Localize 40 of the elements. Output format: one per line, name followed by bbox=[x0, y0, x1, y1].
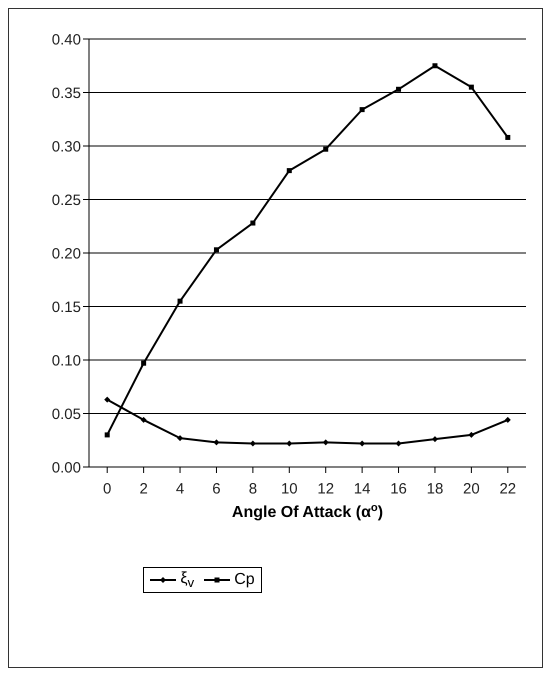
x-tick-label: 6 bbox=[212, 480, 221, 498]
legend-label: Cp bbox=[234, 571, 255, 590]
point bbox=[140, 416, 147, 423]
y-tick-label: 0.00 bbox=[52, 459, 81, 476]
point bbox=[104, 396, 110, 403]
y-tick-label: 0.35 bbox=[52, 84, 81, 102]
point bbox=[214, 247, 219, 252]
y-tick-label: 0.05 bbox=[52, 406, 81, 423]
y-tick-label: 0.10 bbox=[52, 352, 81, 370]
x-tick-label: 4 bbox=[176, 480, 184, 498]
point bbox=[250, 220, 256, 226]
x-tick-label: 14 bbox=[354, 480, 370, 498]
y-tick-label: 0.15 bbox=[52, 298, 81, 316]
point bbox=[468, 84, 474, 90]
point bbox=[360, 107, 365, 112]
y-tick-label: 0.30 bbox=[52, 138, 81, 156]
legend-label: ξ$_{v}$ bbox=[180, 570, 194, 590]
y-tick-label: 0.20 bbox=[52, 245, 81, 262]
x-tick-label: 16 bbox=[390, 480, 407, 498]
point bbox=[323, 146, 328, 152]
point bbox=[141, 360, 146, 366]
point bbox=[286, 168, 292, 174]
x-tick-label: 20 bbox=[463, 480, 480, 498]
x-tick-label: 10 bbox=[280, 480, 298, 498]
point bbox=[104, 432, 110, 438]
point bbox=[505, 134, 510, 140]
x-tick-label: 12 bbox=[317, 480, 334, 498]
point bbox=[468, 432, 474, 438]
x-tick-label: 8 bbox=[248, 480, 258, 498]
y-tick-label: 0.40 bbox=[52, 31, 81, 48]
point bbox=[396, 86, 402, 92]
x-tick-label: 18 bbox=[426, 480, 444, 498]
x-tick-label: 0 bbox=[103, 480, 112, 498]
point bbox=[504, 416, 511, 423]
x-axis-title: Angle Of Attack (α$^{o}$) bbox=[232, 502, 384, 521]
x-tick-label: 2 bbox=[139, 480, 148, 498]
x-tick-label: 22 bbox=[499, 480, 516, 498]
point bbox=[432, 63, 438, 68]
point bbox=[178, 298, 183, 304]
y-tick-label: 0.25 bbox=[52, 192, 81, 209]
